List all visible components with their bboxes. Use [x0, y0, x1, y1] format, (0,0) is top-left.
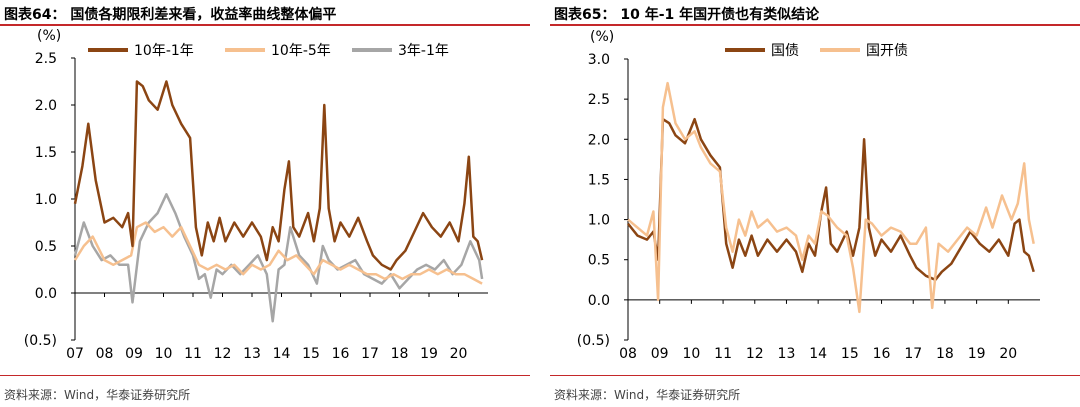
- chart-panel-right: 图表65： 10 年-1 年国开债也有类似结论 (%) 3.0 2.5 2.0 1.5 1…: [550, 0, 1080, 407]
- series-line: [73, 80, 484, 271]
- y-tick-label: 1.5: [35, 145, 57, 161]
- x-tick-label: 15: [302, 346, 320, 362]
- legend-label: 国债: [771, 43, 799, 59]
- x-tick-label: 08: [96, 346, 114, 362]
- y-tick-label: 2.0: [588, 132, 610, 148]
- source-note: 资料来源：Wind，华泰证券研究所: [554, 388, 741, 402]
- x-tick-label: 17: [361, 346, 379, 362]
- source-rule: [0, 375, 530, 376]
- y-tick-label: (0.5): [577, 333, 610, 349]
- x-tick-label: 18: [391, 346, 409, 362]
- legend-label: 10年-5年: [271, 43, 331, 59]
- legend-label: 国开债: [866, 43, 908, 59]
- x-tick-label: 16: [873, 346, 891, 362]
- title-rule: [0, 24, 530, 26]
- y-tick-label: 2.5: [588, 92, 610, 108]
- chart-title: 图表65： 10 年-1 年国开债也有类似结论: [554, 7, 820, 23]
- series-line: [627, 117, 1035, 282]
- x-tick-label: 09: [651, 346, 669, 362]
- legend-label: 10年-1年: [134, 43, 194, 59]
- x-tick-label: 07: [66, 346, 84, 362]
- x-tick-label: 10: [682, 346, 700, 362]
- chart-right-svg: (%) 3.0 2.5 2.0 1.5 1.0 0.5 0.0 (0.5) 08 09 10 11 12 1…: [577, 29, 1040, 362]
- x-tick-label: 17: [904, 346, 922, 362]
- chart-title: 图表64： 国债各期限利差来看，收益率曲线整体偏平: [4, 7, 337, 23]
- y-tick-label: 1.0: [588, 213, 610, 229]
- y-axis-label: (%): [590, 29, 614, 45]
- x-tick-label: 15: [841, 346, 859, 362]
- x-tick-label: 13: [778, 346, 796, 362]
- chart-panel-left: 图表64： 国债各期限利差来看，收益率曲线整体偏平 (%) 2.5 2.0 1.5 1.…: [0, 0, 530, 407]
- series-line: [627, 81, 1035, 314]
- y-tick-label: 0.0: [35, 286, 57, 302]
- x-tick-label: 11: [184, 346, 202, 362]
- y-tick-label: 1.5: [588, 172, 610, 188]
- y-tick-label: 0.5: [588, 253, 610, 269]
- x-tick-label: 08: [619, 346, 637, 362]
- y-tick-label: 1.0: [35, 192, 57, 208]
- chart-left-svg: (%) 2.5 2.0 1.5 1.0 0.5 0.0 (0.5) 07 08 09 10 11 12 13…: [24, 28, 488, 362]
- x-tick-label: 14: [809, 346, 827, 362]
- x-tick-label: 11: [714, 346, 732, 362]
- x-tick-label: 20: [450, 346, 468, 362]
- y-tick-label: 2.0: [35, 98, 57, 114]
- source-rule: [550, 375, 1080, 376]
- x-tick-label: 14: [273, 346, 291, 362]
- series-line: [73, 193, 484, 323]
- x-tick-label: 20: [999, 346, 1017, 362]
- x-tick-label: 16: [332, 346, 350, 362]
- x-tick-label: 19: [420, 346, 438, 362]
- x-tick-label: 18: [936, 346, 954, 362]
- y-tick-label: 3.0: [588, 52, 610, 68]
- x-tick-label: 19: [968, 346, 986, 362]
- x-tick-label: 09: [125, 346, 143, 362]
- x-tick-label: 12: [214, 346, 232, 362]
- legend-label: 3年-1年: [398, 43, 449, 59]
- y-tick-label: 2.5: [35, 51, 57, 67]
- x-tick-label: 10: [155, 346, 173, 362]
- y-tick-label: 0.0: [588, 293, 610, 309]
- y-tick-label: (0.5): [24, 333, 57, 349]
- x-tick-label: 12: [746, 346, 764, 362]
- y-axis-label: (%): [37, 28, 61, 44]
- y-tick-label: 0.5: [35, 239, 57, 255]
- title-rule: [550, 24, 1080, 26]
- x-tick-label: 13: [243, 346, 261, 362]
- source-note: 资料来源：Wind，华泰证券研究所: [4, 388, 191, 402]
- series-line: [73, 221, 483, 285]
